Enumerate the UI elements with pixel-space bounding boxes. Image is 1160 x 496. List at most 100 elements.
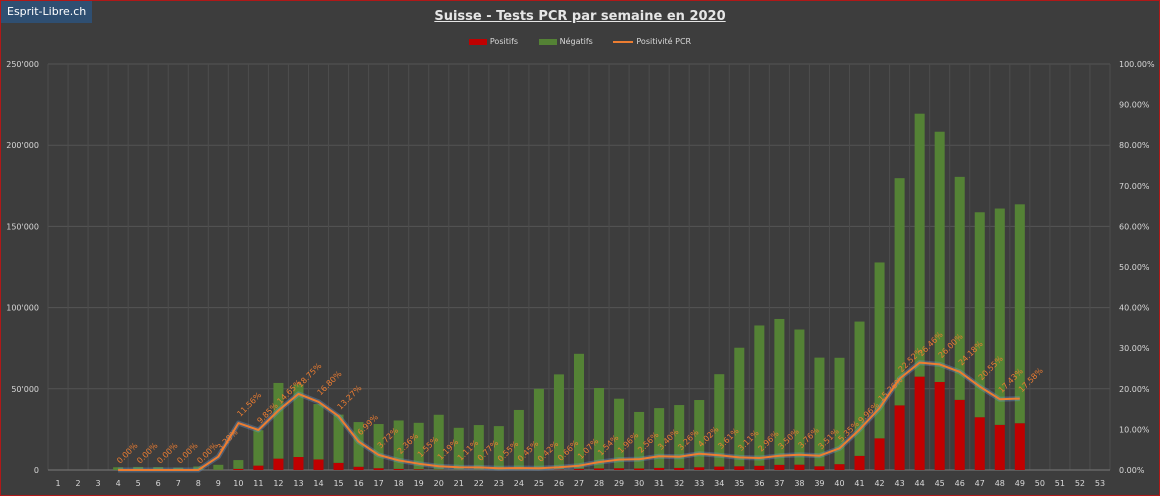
y-tick-label-left: 100'000 (6, 304, 39, 313)
bar-negatifs (894, 178, 905, 406)
x-tick-label: 47 (975, 479, 985, 488)
bar-negatifs (333, 414, 344, 463)
y-tick-label-right: 80.00% (1119, 141, 1150, 150)
y-tick-label-right: 100.00% (1119, 60, 1155, 69)
brand-label[interactable]: Esprit-Libre.ch (1, 1, 93, 23)
bar-positifs (333, 462, 344, 470)
x-tick-label: 29 (614, 479, 624, 488)
bar-negatifs (734, 347, 745, 467)
y-tick-label-right: 20.00% (1119, 385, 1150, 394)
x-tick-label: 3 (96, 479, 101, 488)
x-tick-label: 15 (333, 479, 343, 488)
y-tick-label-right: 70.00% (1119, 182, 1150, 191)
x-tick-label: 43 (895, 479, 905, 488)
x-tick-label: 44 (915, 479, 925, 488)
bar-positifs (553, 469, 564, 470)
x-tick-label: 53 (1095, 479, 1105, 488)
bar-negatifs (994, 208, 1005, 425)
bar-negatifs (173, 467, 184, 470)
x-tick-label: 51 (1055, 479, 1065, 488)
bar-negatifs (153, 467, 164, 470)
bar-negatifs (1014, 204, 1025, 424)
x-tick-label: 32 (674, 479, 684, 488)
x-tick-label: 5 (136, 479, 141, 488)
bar-positifs (694, 467, 705, 470)
bar-negatifs (433, 414, 444, 470)
bar-negatifs (874, 262, 885, 439)
bar-negatifs (634, 411, 645, 469)
bar-negatifs (774, 318, 785, 465)
x-tick-label: 2 (76, 479, 81, 488)
bar-positifs (714, 466, 725, 470)
bar-negatifs (914, 113, 925, 377)
bar-positifs (794, 464, 805, 470)
bar-positifs (614, 468, 625, 470)
x-tick-label: 18 (394, 479, 404, 488)
bar-negatifs (493, 426, 504, 470)
x-tick-label: 8 (196, 479, 201, 488)
bar-negatifs (193, 466, 204, 470)
bar-negatifs (213, 464, 224, 470)
bar-positifs (834, 464, 845, 470)
x-tick-label: 24 (514, 479, 524, 488)
data-label: 13.27% (336, 383, 364, 411)
legend-swatch-positivite (613, 40, 634, 43)
legend-swatch-negatifs (538, 38, 557, 45)
x-tick-label: 19 (414, 479, 424, 488)
bar-negatifs (754, 325, 765, 466)
bar-positifs (934, 381, 945, 470)
bar-negatifs (974, 212, 985, 418)
bar-positifs (654, 467, 665, 470)
bar-positifs (814, 466, 825, 470)
legend-item-positivite: Positivité PCR (613, 37, 691, 46)
y-tick-label-right: 30.00% (1119, 344, 1150, 353)
x-tick-label: 6 (156, 479, 161, 488)
bar-negatifs (533, 388, 544, 470)
bar-negatifs (654, 408, 665, 468)
x-tick-label: 37 (774, 479, 784, 488)
x-tick-label: 22 (474, 479, 484, 488)
data-label: 16.80% (316, 369, 344, 397)
bar-negatifs (694, 400, 705, 468)
y-tick-label-left: 200'000 (6, 141, 39, 150)
x-tick-label: 45 (935, 479, 945, 488)
x-tick-label: 12 (273, 479, 283, 488)
bar-negatifs (273, 382, 284, 459)
x-tick-label: 17 (374, 479, 384, 488)
bar-negatifs (373, 424, 384, 469)
y-tick-label-left: 150'000 (6, 222, 39, 231)
bar-negatifs (553, 374, 564, 470)
x-tick-label: 39 (814, 479, 824, 488)
x-tick-label: 35 (734, 479, 744, 488)
data-label: 3.28% (215, 427, 240, 452)
bar-positifs (573, 468, 585, 470)
bar-negatifs (794, 329, 805, 465)
y-tick-label-right: 40.00% (1119, 304, 1150, 313)
x-tick-label: 13 (293, 479, 303, 488)
x-tick-label: 26 (554, 479, 564, 488)
bar-negatifs (413, 422, 424, 470)
bar-negatifs (393, 420, 404, 469)
bar-positifs (1014, 423, 1025, 470)
x-tick-label: 20 (434, 479, 444, 488)
chart-title: Suisse - Tests PCR par semaine en 2020 (434, 9, 726, 24)
bar-positifs (854, 455, 865, 470)
legend-swatch-positifs (468, 38, 487, 45)
bar-positifs (634, 468, 645, 470)
bar-positifs (313, 459, 324, 470)
legend-item-positifs: Positifs (468, 37, 518, 46)
x-tick-label: 49 (1015, 479, 1025, 488)
bar-negatifs (253, 430, 264, 466)
bar-positifs (874, 438, 885, 470)
x-tick-label: 1 (55, 479, 60, 488)
y-tick-label-right: 60.00% (1119, 222, 1150, 231)
data-label: 18.75% (296, 361, 324, 389)
y-tick-label-right: 10.00% (1119, 425, 1150, 434)
bar-negatifs (954, 176, 965, 400)
bar-negatifs (573, 353, 585, 469)
bar-positifs (974, 417, 985, 470)
bar-positifs (293, 457, 304, 470)
x-tick-label: 11 (253, 479, 263, 488)
x-tick-label: 46 (955, 479, 965, 488)
